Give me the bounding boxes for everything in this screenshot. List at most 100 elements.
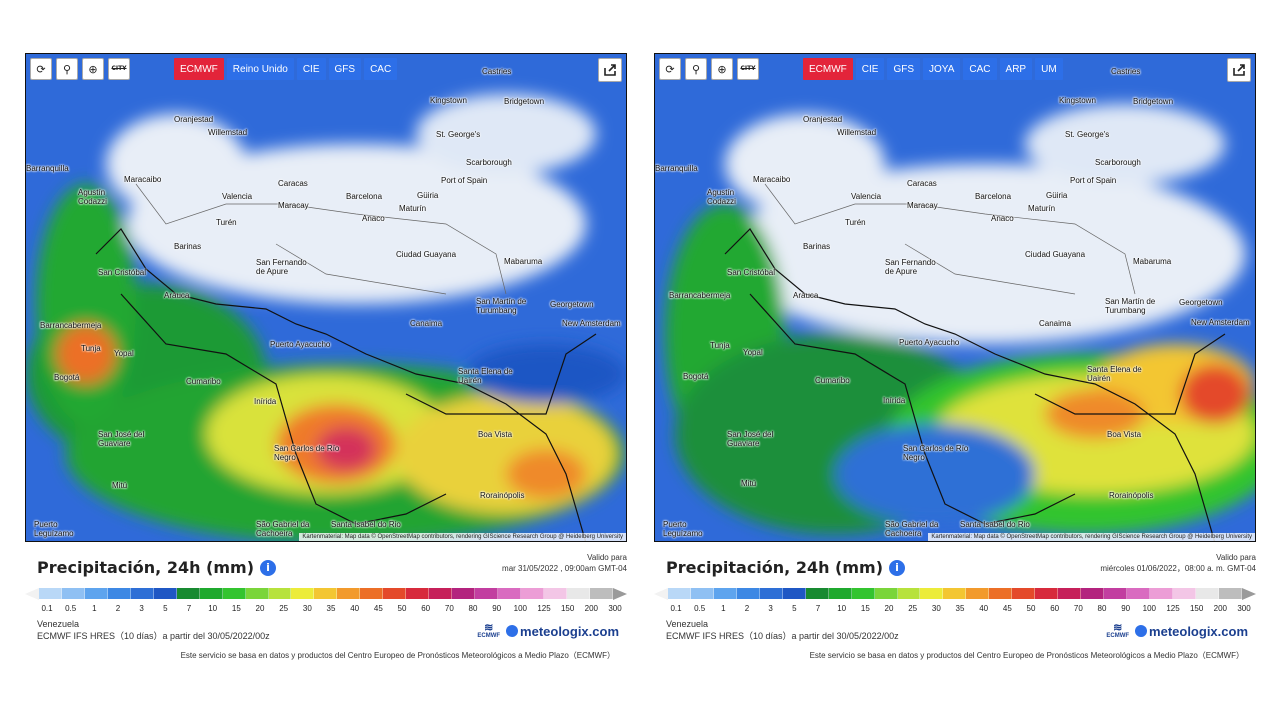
scale-tick-label: 10: [837, 604, 847, 613]
scale-swatch: [314, 588, 338, 599]
zoom-icon[interactable]: ⊕: [711, 58, 733, 80]
city-label: Rorainópolis: [1109, 491, 1154, 500]
model-tab-arp[interactable]: ARP: [999, 58, 1033, 80]
scale-swatch: [337, 588, 361, 599]
city-label: San Cristóbal: [727, 268, 776, 277]
reload-icon[interactable]: ⟳: [659, 58, 681, 80]
model-tab-cie[interactable]: CIE: [296, 58, 326, 80]
share-icon[interactable]: [598, 58, 622, 82]
city-label: Barinas: [803, 242, 831, 251]
model-tab-ecmwf[interactable]: ECMWF: [174, 58, 224, 80]
city-toggle-button[interactable]: CITY: [108, 58, 130, 80]
city-label: Maracaibo: [753, 175, 791, 184]
location-pin-icon[interactable]: ⚲: [685, 58, 707, 80]
model-tab-um[interactable]: UM: [1035, 58, 1063, 80]
city-label: Barrancabermeja: [669, 291, 731, 300]
city-label: Mitú: [112, 481, 128, 490]
city-label: Maracaibo: [124, 175, 162, 184]
city-label: Mabaruma: [1133, 257, 1172, 266]
scale-tick-label: 70: [444, 604, 454, 613]
city-toggle-button[interactable]: CITY: [737, 58, 759, 80]
scale-tick-label: 3: [139, 604, 144, 613]
model-tab-cie[interactable]: CIE: [855, 58, 885, 80]
precipitation-map[interactable]: ⟳ ⚲ ⊕ CITY ECMWF CIE GFS JOYA CAC ARP UM…: [654, 53, 1256, 542]
region-label: Venezuela: [37, 619, 80, 629]
city-label: San Cristóbal: [98, 268, 147, 277]
scale-swatch: [107, 588, 131, 599]
city-label: Santa Isabel do Rio: [960, 520, 1030, 529]
location-pin-icon[interactable]: ⚲: [56, 58, 78, 80]
scale-swatch: [668, 588, 691, 599]
info-icon[interactable]: i: [260, 560, 277, 576]
scale-tick-label: 80: [468, 604, 478, 613]
model-tab-ecmwf[interactable]: ECMWF: [803, 58, 853, 80]
city-label: Arauca: [793, 291, 819, 300]
scale-swatch: [713, 588, 737, 599]
reload-icon[interactable]: ⟳: [30, 58, 52, 80]
meteologix-icon: [1135, 625, 1148, 637]
scale-swatch: [176, 588, 200, 599]
info-icon[interactable]: i: [889, 560, 906, 576]
precipitation-map[interactable]: ⟳ ⚲ ⊕ CITY ECMWF Reino Unido CIE GFS CAC…: [25, 53, 627, 542]
scale-tick-label: 1: [92, 604, 97, 613]
scale-tick-label: 40: [350, 604, 360, 613]
scale-tick-label: 90: [1121, 604, 1131, 613]
city-label: Boa Vista: [1107, 430, 1142, 439]
scale-tick-label: 35: [955, 604, 965, 613]
legend-title: Precipitación, 24h (mm) i: [37, 558, 277, 577]
ecmwf-logo-text: ECMWF: [1106, 633, 1130, 639]
scale-swatch: [1104, 588, 1128, 599]
city-label: Güiria: [417, 191, 439, 200]
city-label: Port of Spain: [441, 176, 488, 185]
valid-time: Valido para miércoles 01/06/2022，08:00 a…: [1100, 552, 1256, 574]
city-label: Oranjestad: [174, 115, 214, 124]
model-meta: Venezuela ECMWF IFS HRES（10 días）a parti…: [25, 618, 627, 648]
scale-swatch: [1172, 588, 1196, 599]
city-label: Tunja: [81, 344, 101, 353]
model-tab-reino-unido[interactable]: Reino Unido: [226, 58, 294, 80]
scale-ticks: 0.1 0.5 1 2 3 5 7 10 15 20 25 30 35 40 45 50 60 70 80 90 100…: [654, 604, 1256, 616]
scale-swatch: [736, 588, 760, 599]
scale-swatch: [61, 588, 85, 599]
valid-label: Valido para: [1216, 553, 1256, 562]
city-label: Willemstad: [208, 128, 248, 137]
meteologix-icon: [506, 625, 519, 637]
legend-header: Precipitación, 24h (mm) i Valido para mié…: [654, 552, 1256, 582]
scale-swatch: [1127, 588, 1151, 599]
model-tab-cac[interactable]: CAC: [963, 58, 997, 80]
scale-swatch: [360, 588, 384, 599]
scale-tick-label: 15: [231, 604, 241, 613]
scale-tick-label: 125: [1166, 604, 1180, 613]
scale-arrow-right: [613, 588, 627, 600]
scale-tick-label: 15: [860, 604, 870, 613]
model-tab-cac[interactable]: CAC: [364, 58, 398, 80]
scale-swatch: [498, 588, 522, 599]
scale-swatch: [475, 588, 499, 599]
city-label: St. George's: [1065, 130, 1110, 139]
meteologix-logo[interactable]: meteologix.com: [506, 625, 619, 638]
scale-swatch: [589, 588, 613, 599]
city-label: Valencia: [851, 192, 882, 201]
scale-arrow-left: [654, 588, 668, 600]
legend-title-text: Precipitación, 24h (mm): [666, 558, 884, 577]
model-tab-gfs[interactable]: GFS: [328, 58, 362, 80]
city-label: Yopal: [743, 348, 763, 357]
model-tab-gfs[interactable]: GFS: [887, 58, 921, 80]
region-label: Venezuela: [666, 619, 709, 629]
city-label: Valencia: [222, 192, 253, 201]
meteologix-logo[interactable]: meteologix.com: [1135, 625, 1248, 638]
city-label: Barranquilla: [26, 164, 69, 173]
city-toggle-label: CITY: [111, 65, 127, 72]
precipitation-field: [655, 54, 1255, 541]
share-icon[interactable]: [1227, 58, 1251, 82]
city-label: Bogotá: [683, 372, 709, 381]
scale-tick-label: 70: [1073, 604, 1083, 613]
city-label: Agustín Codazzi: [78, 188, 107, 206]
zoom-icon[interactable]: ⊕: [82, 58, 104, 80]
city-label: Kingstown: [1059, 96, 1096, 105]
scale-tick-label: 25: [279, 604, 289, 613]
model-tab-joya[interactable]: JOYA: [923, 58, 961, 80]
scale-swatch: [268, 588, 292, 599]
scale-swatch: [1081, 588, 1105, 599]
city-label: Arauca: [164, 291, 190, 300]
